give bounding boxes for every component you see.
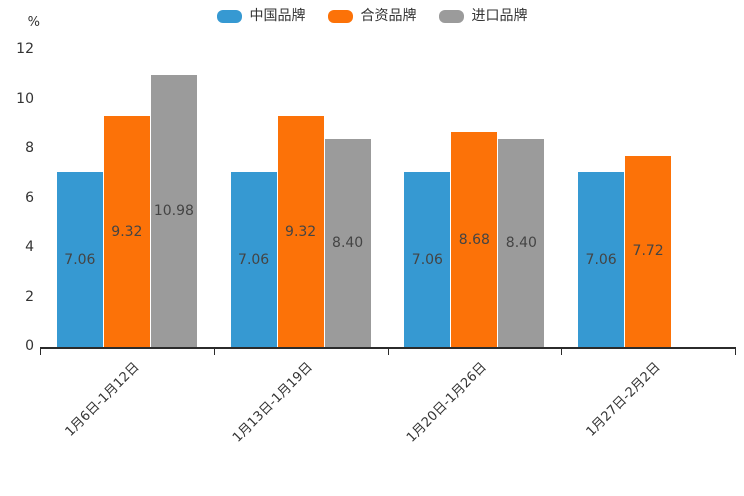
legend-label: 进口品牌: [471, 8, 528, 24]
x-category-label-3: 1月27日-2月2日: [583, 359, 664, 440]
y-tick-label-0: 0: [25, 338, 34, 354]
y-tick-label-4: 4: [25, 239, 34, 255]
y-tick-label-6: 6: [25, 189, 34, 206]
x-axis-tick: [40, 349, 41, 355]
bar-value-label: 8.40: [332, 235, 364, 252]
x-category-label-0: 1月6日-1月12日: [62, 359, 143, 440]
legend-item-0[interactable]: 中国品牌: [216, 7, 306, 25]
legend-swatch-icon: [216, 9, 242, 23]
legend-item-1[interactable]: 合资品牌: [327, 7, 417, 25]
x-category-label-2: 1月20日-1月26日: [404, 359, 490, 446]
y-tick-label-12: 12: [16, 41, 34, 57]
bar-value-label: 7.06: [64, 251, 96, 268]
bar-进口品牌-1[interactable]: 8.40: [324, 139, 371, 347]
y-tick-label-10: 10: [16, 90, 34, 107]
bar-进口品牌-0[interactable]: 10.98: [150, 75, 197, 347]
y-tick-label-8: 8: [25, 140, 34, 156]
x-axis-tick: [387, 349, 389, 355]
bar-value-label: 7.06: [585, 251, 617, 268]
y-tick-label-2: 2: [25, 288, 34, 305]
bar-中国品牌-2[interactable]: 7.06: [404, 172, 451, 347]
legend-label: 中国品牌: [249, 8, 306, 24]
bar-value-label: 8.40: [505, 235, 537, 252]
bar-中国品牌-0[interactable]: 7.06: [56, 172, 103, 347]
x-category-label-1: 1月13日-1月19日: [230, 359, 317, 446]
x-axis-tick: [735, 349, 736, 355]
x-axis-line: [40, 347, 736, 349]
bar-进口品牌-2[interactable]: 8.40: [498, 139, 545, 347]
bar-中国品牌-3[interactable]: 7.06: [578, 172, 625, 347]
legend-label: 合资品牌: [360, 8, 417, 24]
bar-value-label: 7.72: [632, 243, 664, 260]
bar-value-label: 9.32: [285, 223, 317, 240]
legend-swatch-icon: [438, 9, 464, 23]
y-axis-unit-label: %: [27, 15, 40, 30]
bar-value-label: 9.32: [111, 223, 143, 240]
bar-value-label: 8.68: [458, 231, 490, 248]
bar-value-label: 7.06: [411, 251, 443, 268]
legend-item-2[interactable]: 进口品牌: [438, 7, 528, 25]
bar-中国品牌-1[interactable]: 7.06: [230, 172, 277, 347]
x-axis-tick: [561, 349, 563, 355]
bar-value-label: 7.06: [238, 251, 270, 268]
bar-合资品牌-3[interactable]: 7.72: [625, 155, 672, 347]
x-axis-tick: [213, 349, 215, 355]
bar-value-label: 10.98: [153, 203, 194, 220]
legend: 中国品牌 合资品牌 进口品牌: [0, 7, 744, 25]
bar-合资品牌-1[interactable]: 9.32: [277, 116, 324, 347]
bar-合资品牌-2[interactable]: 8.68: [451, 132, 498, 347]
legend-swatch-icon: [327, 9, 353, 23]
bar-合资品牌-0[interactable]: 9.32: [103, 116, 150, 347]
